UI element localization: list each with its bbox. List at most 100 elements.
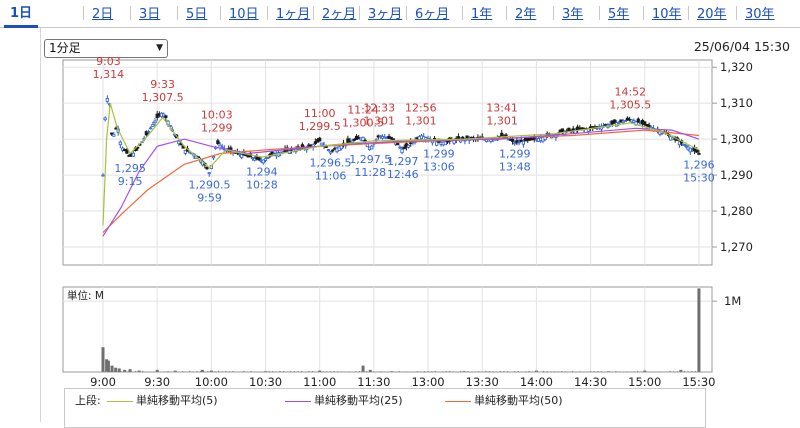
volume-bar — [218, 371, 219, 372]
candle-body — [319, 138, 321, 141]
volume-bar — [695, 371, 696, 372]
volume-bar — [265, 371, 266, 372]
volume-unit-label: 単位: M — [67, 289, 104, 302]
volume-bar — [373, 371, 374, 372]
high-label-time: 13:41 — [486, 102, 518, 115]
volume-bar — [478, 371, 479, 372]
low-label-time: 11:06 — [315, 170, 347, 183]
high-label-price: 1,301 — [364, 115, 396, 128]
candle-body — [110, 133, 112, 134]
high-label-time: 11:00 — [304, 107, 336, 120]
volume-bar — [102, 347, 105, 372]
candle-body — [325, 147, 327, 148]
x-tick-label: 13:00 — [411, 375, 444, 389]
legend-swatch — [445, 401, 471, 402]
low-label-time: 13:48 — [499, 161, 531, 174]
volume-bar — [225, 371, 226, 372]
candle-body — [321, 143, 323, 145]
volume-bar — [359, 371, 360, 372]
candle-body — [147, 131, 149, 132]
volume-bar — [348, 371, 349, 372]
low-label-time: 9:15 — [118, 175, 143, 188]
volume-bar — [482, 371, 483, 372]
volume-bar — [698, 371, 699, 372]
volume-bar — [677, 371, 678, 372]
volume-bar — [129, 369, 132, 372]
y-tick-label: 1,280 — [720, 204, 753, 218]
volume-bar — [532, 371, 533, 372]
volume-bar — [395, 371, 396, 372]
volume-bar — [615, 371, 616, 372]
x-tick-label: 13:30 — [466, 375, 499, 389]
volume-bar — [283, 371, 284, 372]
volume-bar — [633, 371, 634, 372]
volume-bar — [111, 366, 114, 372]
low-label-price: 1,294 — [246, 166, 278, 179]
volume-bar — [308, 371, 309, 372]
volume-bar — [290, 371, 291, 372]
volume-bar — [529, 371, 530, 372]
high-label-time: 9:33 — [150, 78, 175, 91]
volume-bar — [594, 371, 595, 372]
candle-body — [696, 150, 698, 152]
volume-bar — [554, 371, 555, 372]
candle-body — [152, 124, 154, 126]
volume-bar — [222, 371, 223, 372]
volume-bar — [576, 371, 577, 372]
volume-bar — [149, 371, 150, 372]
volume-bar — [315, 371, 316, 372]
x-tick-label: 14:30 — [574, 375, 607, 389]
high-label-time: 12:56 — [405, 102, 437, 115]
legend-swatch — [285, 401, 311, 402]
candle-body — [119, 142, 121, 145]
legend: 上段: 単純移動平均(5)単純移動平均(25)単純移動平均(50) — [64, 388, 706, 428]
high-label-time: 10:03 — [201, 109, 233, 122]
volume-bar — [557, 371, 558, 372]
candle-body — [401, 149, 403, 152]
volume-bar — [608, 371, 609, 372]
candle-body — [511, 139, 513, 141]
volume-bar — [525, 371, 526, 372]
low-label-time: 13:06 — [423, 161, 455, 174]
volume-bar — [243, 371, 244, 372]
volume-bar — [287, 371, 288, 372]
volume-bar — [337, 371, 338, 372]
x-tick-label: 11:00 — [303, 375, 336, 389]
legend-label: 単純移動平均(25) — [314, 394, 403, 407]
volume-bar — [102, 371, 103, 372]
low-label-time: 9:59 — [197, 191, 222, 204]
volume-bar — [424, 371, 425, 372]
volume-bar — [312, 371, 313, 372]
volume-bar — [201, 370, 204, 372]
volume-bar — [167, 371, 168, 372]
legend-swatch — [107, 401, 133, 402]
candle-body — [332, 150, 334, 151]
volume-bar — [666, 371, 667, 372]
x-tick-label: 11:30 — [357, 375, 390, 389]
candle-body — [397, 143, 399, 145]
volume-bar — [279, 371, 280, 372]
volume-bar — [680, 371, 681, 372]
legend-title: 上段: — [75, 392, 101, 408]
legend-item: 単純移動平均(5) — [107, 392, 218, 408]
volume-bar — [460, 371, 461, 372]
volume-bar — [579, 371, 580, 372]
low-label-time: 12:46 — [387, 168, 419, 181]
volume-bar — [114, 368, 117, 372]
x-tick-label: 9:30 — [144, 375, 170, 389]
low-label-price: 1,290.5 — [189, 178, 231, 191]
y-tick-label: 1,320 — [720, 60, 753, 74]
x-tick-label: 10:00 — [195, 375, 228, 389]
candle-body — [648, 125, 650, 126]
volume-bar — [409, 371, 410, 372]
volume-bar — [659, 371, 660, 372]
volume-bar — [406, 371, 407, 372]
volume-bar — [330, 371, 331, 372]
low-label-price: 1,299 — [423, 148, 455, 161]
y-tick-label: 1,310 — [720, 96, 753, 110]
volume-bar — [597, 371, 598, 372]
volume-bar — [355, 371, 356, 372]
volume-bar — [427, 371, 428, 372]
high-label-time: 14:52 — [614, 85, 646, 98]
